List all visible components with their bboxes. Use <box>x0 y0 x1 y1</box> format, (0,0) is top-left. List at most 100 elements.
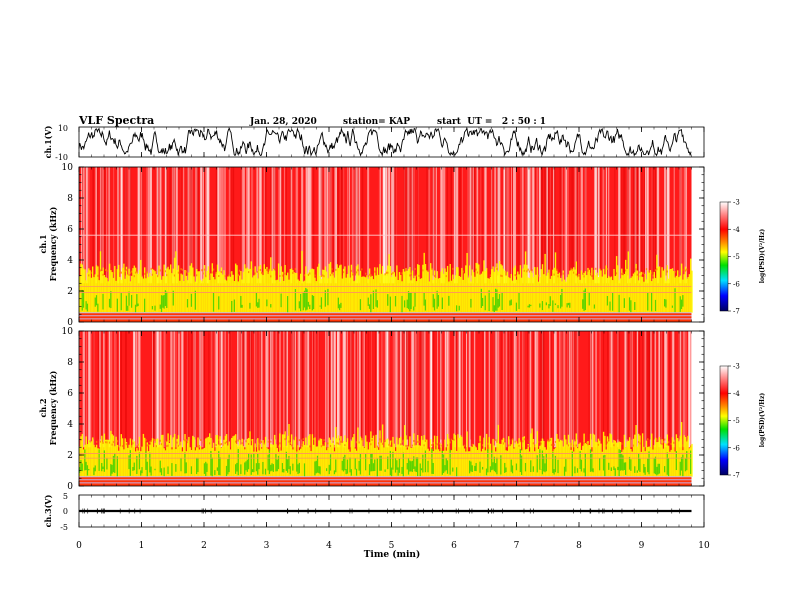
spectrogram-lowband-cell <box>193 276 195 313</box>
spectrogram-streak <box>89 331 92 448</box>
spectrogram-streak <box>440 331 442 440</box>
spectrogram-lowband-cell <box>160 295 163 313</box>
spectrogram-lowband-cell <box>496 440 498 443</box>
spectrogram-lowband-cell <box>90 277 93 313</box>
spectrogram-lowband-cell <box>146 461 148 477</box>
spectrogram-lowband-cell <box>218 271 220 313</box>
spectrogram-lowband-cell <box>363 447 366 477</box>
spectrogram-lowband-cell <box>131 445 133 477</box>
spectrogram-lowband-cell <box>184 452 186 474</box>
spectrogram-lowband-cell <box>306 289 308 310</box>
spectrogram-lowband-cell <box>267 454 269 471</box>
spectrogram-streak <box>332 331 334 440</box>
spectrogram-lowband-cell <box>348 449 350 477</box>
spectrogram-lowband-cell <box>301 443 303 446</box>
spectrogram-lowband-cell <box>401 444 403 477</box>
spectrogram-lowband-cell <box>664 269 666 313</box>
spectrogram-lowband-cell <box>144 272 146 275</box>
spectrogram-lowband-cell <box>578 274 580 277</box>
spectrogram-streak <box>206 167 209 284</box>
spectrogram-streak <box>191 167 193 276</box>
spectrogram-lowband-cell <box>521 277 523 313</box>
spectrogram-lowband-cell <box>497 298 499 308</box>
spectrogram-lowband-cell <box>443 273 445 313</box>
spectrogram-lowband-cell <box>664 442 666 477</box>
spectrogram-lowband-cell <box>254 272 256 275</box>
spectrogram-streak <box>208 167 210 284</box>
spectrogram-lowband-cell <box>365 272 367 275</box>
spectrogram-streak <box>566 167 567 284</box>
spectrogram-streak <box>582 167 583 284</box>
spectrogram-lowband-cell <box>415 274 418 277</box>
spectrogram-lowband-cell <box>283 280 285 313</box>
spectrogram-lowband-cell <box>106 458 108 470</box>
spectrogram-lowband-cell <box>592 279 594 313</box>
spectrogram-lowband-cell <box>584 288 587 311</box>
spectrogram-lowband-cell <box>166 291 168 308</box>
spectrogram-streak <box>336 167 338 276</box>
spectrogram-lowband-cell <box>181 274 184 313</box>
spectrogram-lowband-cell <box>638 453 640 471</box>
spectrogram-lowband-cell <box>134 267 137 313</box>
spectrogram-lowband-cell <box>129 281 132 313</box>
spectrogram-lowband-cell <box>679 296 681 312</box>
spectrogram-lowband-cell <box>514 440 516 443</box>
spectrogram-lowband-cell <box>410 461 412 472</box>
spectrogram-lowband-cell <box>536 267 538 313</box>
spectrogram-lowband-cell <box>656 268 658 271</box>
spectrogram-lowband-cell <box>571 268 574 313</box>
spectrogram-lowband-cell <box>660 444 662 477</box>
spectrogram-lowband-cell <box>123 263 125 313</box>
spectrogram-streak <box>319 167 322 284</box>
spectrogram-lowband-cell <box>541 301 544 311</box>
spectrogram-lowband-cell <box>86 303 89 312</box>
spectrogram-streak <box>652 167 654 276</box>
spectrogram-lowband-cell <box>508 436 510 477</box>
spectrogram-lowband-cell <box>569 442 571 477</box>
spectrogram-lowband-cell <box>680 457 683 471</box>
spectrogram-lowband-cell <box>394 458 397 473</box>
spectrogram-lowband-cell <box>444 268 446 313</box>
spectrogram-lowband-cell <box>436 443 438 446</box>
spectrogram-lowband-cell <box>656 438 658 441</box>
spectrogram-streak <box>243 331 245 440</box>
spectrogram-lowband-cell <box>115 436 117 477</box>
spectrogram-lowband-cell <box>571 451 574 477</box>
spectrogram-lowband-cell <box>196 268 198 313</box>
spectrogram-lowband-cell <box>354 280 356 313</box>
spectrogram-streak <box>507 167 510 284</box>
spectrogram-lowband-cell <box>670 449 672 477</box>
spectrogram-lowband-cell <box>378 449 380 477</box>
spectrogram-lowband-cell <box>119 270 121 273</box>
spectrogram-lowband-cell <box>456 467 458 477</box>
spectrogram-lowband-cell <box>552 300 554 312</box>
spectrogram-lowband-cell <box>680 299 683 310</box>
spectrogram-lowband-cell <box>370 294 372 313</box>
spectrogram-lowband-cell <box>279 281 281 313</box>
spectrogram-streak <box>671 331 675 448</box>
spectrogram-streak <box>290 331 293 440</box>
spectrogram-streak <box>109 331 111 448</box>
spectrogram-lowband-cell <box>94 465 96 472</box>
spectrogram-streak <box>238 331 240 440</box>
spectrogram-lowband-cell <box>623 298 626 308</box>
spectrogram-lowband-cell <box>88 468 90 471</box>
spectrogram-lowband-cell <box>335 427 337 477</box>
spectrogram-lowband-cell <box>153 269 155 313</box>
spectrogram-streak <box>617 331 619 440</box>
spectrogram-streak <box>661 331 663 448</box>
spectrogram-streak <box>359 167 360 284</box>
spectrogram-lowband-cell <box>595 267 597 270</box>
spectrogram-lowband-cell <box>272 268 275 313</box>
spectrogram-streak <box>527 167 529 284</box>
spectrogram-streak <box>361 167 363 276</box>
spectrogram-lowband-cell <box>514 265 516 313</box>
spectrogram-lowband-cell <box>134 304 137 313</box>
spectrogram-lowband-cell <box>474 445 476 477</box>
spectrogram-lowband-cell <box>384 442 386 477</box>
spectrogram-lowband-cell <box>436 436 438 477</box>
spectrogram-lowband-cell <box>508 277 510 313</box>
spectrogram-lowband-cell <box>661 443 663 446</box>
spectrogram-lowband-cell <box>336 442 338 445</box>
spectrogram-streak <box>301 167 304 284</box>
